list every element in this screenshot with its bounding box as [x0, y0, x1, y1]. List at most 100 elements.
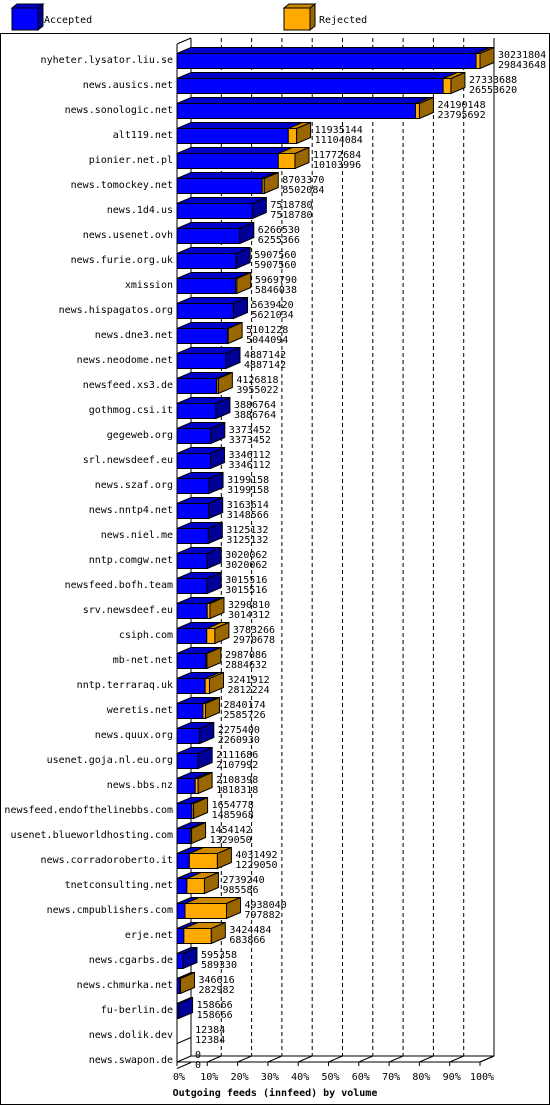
host-label-gegeweb-org: gegeweb.org — [107, 430, 173, 441]
bar-rejected-side-pionier-net-pl — [294, 146, 310, 170]
host-label-news-niel-me: news.niel.me — [101, 530, 173, 541]
tick-label-40: 40% — [291, 1072, 309, 1083]
value-accepted-nntp-terraraq-uk: 2812224 — [227, 685, 269, 696]
bar-gegeweb-org — [176, 421, 226, 445]
bar-csiph-com — [176, 621, 230, 645]
value-total-usenet-blueworldhosting-com: 1454142 — [210, 825, 252, 836]
host-label-news-1d4-us: news.1d4.us — [107, 205, 173, 216]
bar-accepted-news-nntp4-net — [176, 503, 210, 519]
bar-accepted-top-pionier-net-pl — [176, 147, 293, 154]
host-label-news-cgarbs-de: news.cgarbs.de — [89, 955, 173, 966]
tick-diagonal-50 — [328, 1055, 343, 1063]
bar-rejected-news-ausics-net — [442, 78, 452, 94]
bar-nyheter-lysator-liu-se — [176, 46, 495, 70]
bar-accepted-side-gothmog-csi-it — [215, 396, 231, 420]
value-accepted-usenet-blueworldhosting-com: 1329050 — [210, 835, 252, 846]
host-label-news-ausics-net: news.ausics.net — [83, 80, 173, 91]
bar-rejected-nyheter-lysator-liu-se — [475, 53, 481, 69]
bar-accepted-side-news-neodome-net — [225, 346, 241, 370]
value-total-xmission: 5969790 — [255, 275, 297, 286]
value-total-news-dolik-dev: 12384 — [195, 1025, 225, 1036]
value-total-news-nntp4-net: 3163614 — [227, 500, 269, 511]
bar-news-1d4-us — [176, 196, 267, 220]
bar-news-cgarbs-de — [176, 946, 198, 970]
bar-accepted-side-gegeweb-org — [210, 421, 226, 445]
bar-accepted-news-quux-org — [176, 728, 201, 744]
value-accepted-erje-net: 683866 — [229, 935, 265, 946]
host-label-news-swapon-de: news.swapon.de — [89, 1055, 173, 1066]
bar-rejected-nntp-terraraq-uk — [204, 678, 210, 694]
bar-news-hispagatos-org — [176, 296, 249, 320]
bar-accepted-newsfeed-xs3-de — [176, 378, 218, 394]
value-total-news-ausics-net: 27333688 — [469, 75, 517, 86]
tick-label-10: 10% — [200, 1072, 218, 1083]
bar-news-niel-me — [176, 521, 223, 545]
bar-tnetconsulting-net — [176, 871, 219, 895]
bar-accepted-news-corradoroberto-it — [176, 853, 190, 869]
bar-accepted-srl-newsdeef-eu — [176, 453, 212, 469]
host-label-nntp-comgw-net: nntp.comgw.net — [89, 555, 173, 566]
host-label-nntp-terraraq-uk: nntp.terraraq.uk — [77, 680, 173, 691]
bar-accepted-top-alt119-net — [176, 122, 303, 129]
bar-rejected-erje-net — [183, 928, 212, 944]
bar-rejected-side-news-corradoroberto-it — [216, 846, 232, 870]
bar-accepted-top-nyheter-lysator-liu-se — [176, 47, 491, 54]
value-total-news-swapon-de: 0 — [195, 1050, 201, 1061]
tick-diagonal-90 — [449, 1055, 464, 1063]
value-total-gothmog-csi-it: 3886764 — [234, 400, 276, 411]
bar-accepted-top-news-ausics-net — [176, 72, 458, 79]
value-total-pionier-net-pl: 11772684 — [313, 150, 361, 161]
host-label-news-tomockey-net: news.tomockey.net — [71, 180, 173, 191]
bar-pionier-net-pl — [176, 146, 310, 170]
host-label-news-furie-org-uk: news.furie.org.uk — [71, 255, 173, 266]
host-label-weretis-net: weretis.net — [107, 705, 173, 716]
bar-accepted-nntp-terraraq-uk — [176, 678, 206, 694]
host-label-srl-newsdeef-eu: srl.newsdeef.eu — [83, 455, 173, 466]
tick-label-20: 20% — [231, 1072, 249, 1083]
value-total-news-neodome-net: 4887142 — [244, 350, 286, 361]
host-label-gothmog-csi-it: gothmog.csi.it — [89, 405, 173, 416]
tick-diagonal-100 — [479, 1055, 495, 1063]
host-label-news-szaf-org: news.szaf.org — [95, 480, 173, 491]
bars — [176, 46, 495, 1069]
bar-rejected-side-news-cmpublishers-com — [225, 896, 241, 920]
host-label-newsfeed-xs3-de: newsfeed.xs3.de — [83, 380, 173, 391]
host-label-newsfeed-endofthelinebbs-com: newsfeed.endofthelinebbs.com — [4, 805, 173, 816]
value-accepted-fu-berlin-de: 158666 — [197, 1010, 233, 1021]
legend-swatch-accepted — [11, 7, 39, 31]
value-total-news-furie-org-uk: 5907560 — [254, 250, 296, 261]
bar-erje-net — [176, 921, 226, 945]
value-accepted-gothmog-csi-it: 3886764 — [234, 410, 276, 421]
value-total-mb-net-net: 2987086 — [225, 650, 267, 661]
host-label-news-dolik-dev: news.dolik.dev — [89, 1030, 173, 1041]
value-total-csiph-com: 3783266 — [233, 625, 275, 636]
bar-rejected-side-usenet-blueworldhosting-com — [191, 821, 207, 845]
bar-rejected-pionier-net-pl — [277, 153, 296, 169]
value-total-news-tomockey-net: 8703370 — [282, 175, 324, 186]
bar-accepted-side-news-quux-org — [199, 721, 215, 745]
tick-diagonal-70 — [388, 1055, 404, 1063]
host-label-news-bbs-nz: news.bbs.nz — [107, 780, 173, 791]
value-accepted-nyheter-lysator-liu-se: 29843648 — [498, 60, 546, 71]
bar-nntp-comgw-net — [176, 546, 222, 570]
tick-diagonal-0 — [176, 1055, 192, 1063]
bar-accepted-usenet-goja-nl-eu-org — [176, 753, 199, 769]
host-label-usenet-blueworldhosting-com: usenet.blueworldhosting.com — [10, 830, 173, 841]
legend-item-accepted: Accepted — [10, 2, 92, 32]
value-total-news-corradoroberto-it: 4031492 — [235, 850, 277, 861]
bar-rejected-side-csiph-com — [214, 621, 230, 645]
bar-accepted-news-dne3-net — [176, 328, 229, 344]
bar-usenet-blueworldhosting-com — [176, 821, 207, 845]
bar-rejected-side-srv-newsdeef-eu — [209, 596, 225, 620]
bar-accepted-news-neodome-net — [176, 353, 227, 369]
value-accepted-news-hispagatos-org: 5621034 — [252, 310, 294, 321]
host-label-news-corradoroberto-it: news.corradoroberto.it — [41, 855, 173, 866]
value-accepted-news-szaf-org: 3199158 — [227, 485, 269, 496]
bar-news-corradoroberto-it — [176, 846, 232, 870]
bar-mb-net-net — [176, 646, 222, 670]
host-label-news-quux-org: news.quux.org — [95, 730, 173, 741]
bar-rejected-tnetconsulting-net — [186, 878, 205, 894]
value-total-weretis-net: 2840174 — [223, 700, 265, 711]
bar-accepted-csiph-com — [176, 628, 208, 644]
bar-accepted-side-news-niel-me — [207, 521, 223, 545]
